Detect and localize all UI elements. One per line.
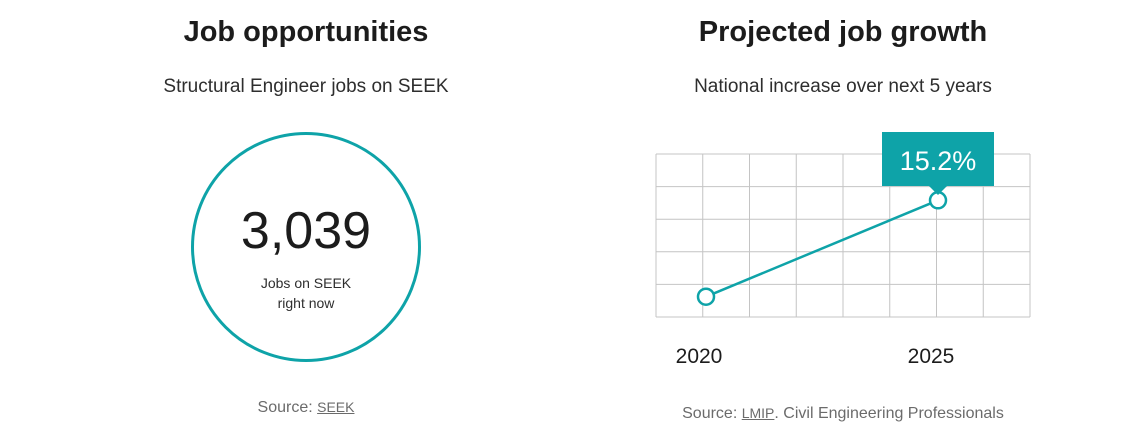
jobs-count-caption-line1: Jobs on SEEK — [260, 275, 352, 291]
growth-source-suffix: . Civil Engineering Professionals — [774, 405, 1004, 422]
growth-callout-pointer — [929, 186, 947, 195]
jobs-count-value: 3,039 — [240, 202, 372, 260]
job-opportunities-subtitle: Structural Engineer jobs on SEEK — [163, 76, 449, 97]
chart-x-axis-labels: 2020 2025 — [676, 345, 955, 368]
job-opportunities-panel: Job opportunities Structural Engineer jo… — [60, 0, 552, 442]
projected-growth-panel: Projected job growth National increase o… — [590, 0, 1096, 442]
growth-series-line — [705, 199, 939, 298]
jobs-source: Source: SEEK — [60, 396, 552, 419]
projected-growth-title: Projected job growth — [698, 16, 988, 48]
chart-series — [696, 191, 948, 306]
growth-line-chart: 2020 2025 15.2% — [655, 132, 1031, 368]
jobs-count-caption-line2: right now — [277, 295, 335, 311]
seek-source-link[interactable]: SEEK — [317, 399, 355, 415]
growth-callout-label: 15.2% — [900, 146, 977, 176]
growth-callout-box — [882, 132, 994, 186]
growth-source-prefix: Source: — [682, 405, 742, 422]
jobs-source-prefix: Source: — [257, 399, 318, 416]
x-axis-label-2020: 2020 — [676, 345, 723, 368]
jobs-count-caption: Jobs on SEEK right now — [194, 273, 418, 313]
chart-callout: 15.2% — [882, 132, 994, 195]
projected-growth-subtitle: National increase over next 5 years — [694, 76, 992, 97]
x-axis-label-2025: 2025 — [908, 345, 955, 368]
jobs-count-circle: 3,039 Jobs on SEEK right now — [191, 132, 421, 362]
data-point-2020 — [696, 287, 716, 306]
lmip-source-link[interactable]: LMIP — [741, 405, 775, 421]
growth-source: Source: LMIP. Civil Engineering Professi… — [590, 402, 1096, 425]
job-opportunities-title: Job opportunities — [183, 16, 429, 48]
